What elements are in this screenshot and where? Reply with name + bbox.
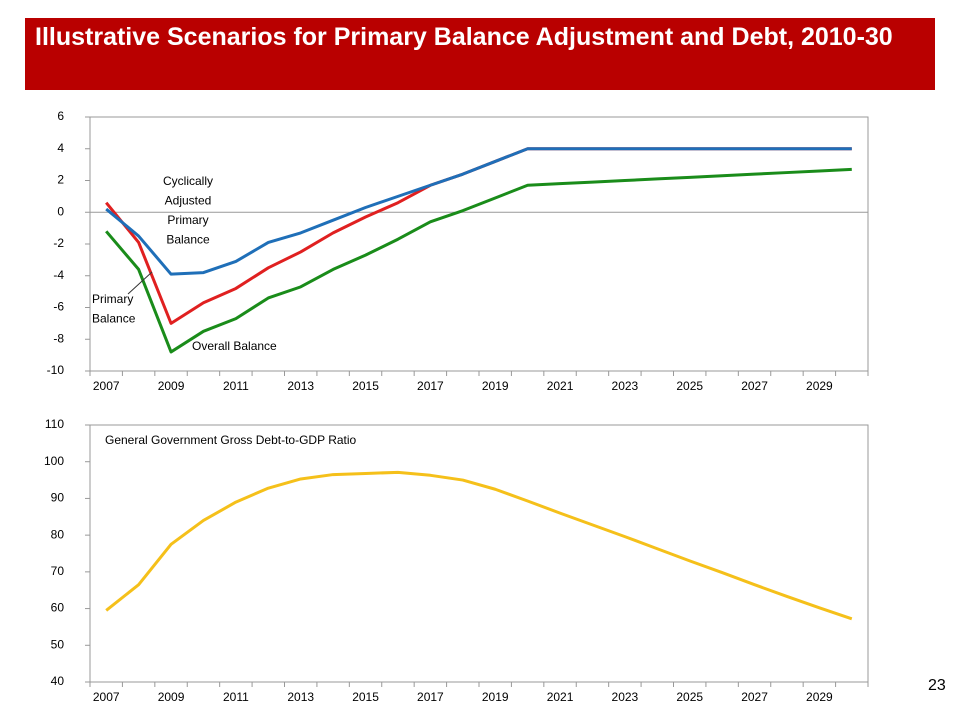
y-tick-label: -2	[53, 236, 64, 250]
x-tick-label: 2015	[352, 379, 379, 393]
legend-label: General Government Gross Debt-to-GDP Rat…	[105, 433, 357, 447]
x-tick-label: 2007	[93, 379, 120, 393]
x-tick-label: 2013	[287, 690, 314, 704]
y-tick-label: 4	[57, 141, 64, 155]
annotation-leader	[127, 271, 153, 295]
x-tick-label: 2019	[482, 690, 509, 704]
annotation: Cyclically	[163, 174, 213, 188]
annotation: Balance	[92, 312, 136, 326]
annotation: Primary	[92, 292, 133, 306]
x-tick-label: 2021	[547, 690, 574, 704]
series-line	[105, 147, 852, 276]
slide-title: Illustrative Scenarios for Primary Balan…	[25, 18, 935, 90]
x-tick-label: 2011	[223, 690, 249, 704]
x-tick-label: 2021	[547, 379, 574, 393]
y-tick-label: -4	[53, 268, 64, 282]
x-tick-label: 2017	[417, 690, 444, 704]
y-tick-label: 40	[51, 674, 65, 688]
series-line	[105, 470, 853, 621]
y-tick-label: -10	[47, 363, 65, 377]
annotation: Overall Balance	[192, 339, 277, 353]
y-tick-label: 2	[57, 173, 64, 187]
x-tick-label: 2029	[806, 690, 833, 704]
y-tick-label: 6	[57, 109, 64, 123]
x-tick-label: 2009	[158, 690, 185, 704]
x-tick-label: 2025	[676, 379, 703, 393]
x-tick-label: 2009	[158, 379, 185, 393]
x-tick-label: 2023	[612, 379, 639, 393]
x-tick-label: 2019	[482, 379, 509, 393]
plot-area	[89, 424, 869, 683]
series-line	[105, 167, 852, 354]
x-tick-label: 2029	[806, 379, 833, 393]
x-tick-label: 2025	[676, 690, 703, 704]
x-tick-label: 2013	[287, 379, 314, 393]
y-tick-label: 100	[44, 454, 64, 468]
x-tick-label: 2015	[352, 690, 379, 704]
y-tick-label: -8	[53, 331, 64, 345]
annotation: Balance	[166, 233, 210, 247]
x-tick-label: 2027	[741, 379, 768, 393]
x-tick-label: 2023	[612, 690, 639, 704]
y-tick-label: 60	[51, 601, 65, 615]
x-tick-label: 2017	[417, 379, 444, 393]
y-tick-label: 90	[51, 491, 65, 505]
annotation: Adjusted	[165, 194, 212, 208]
page-number: 23	[928, 677, 946, 694]
y-tick-label: 80	[51, 527, 65, 541]
annotation: Primary	[167, 213, 208, 227]
y-tick-label: -6	[53, 300, 64, 314]
x-tick-label: 2011	[223, 379, 249, 393]
y-tick-label: 50	[51, 637, 65, 651]
x-tick-label: 2007	[93, 690, 120, 704]
y-tick-label: 110	[45, 417, 64, 431]
y-tick-label: 70	[51, 564, 65, 578]
y-tick-label: 0	[57, 204, 64, 218]
x-tick-label: 2027	[741, 690, 768, 704]
